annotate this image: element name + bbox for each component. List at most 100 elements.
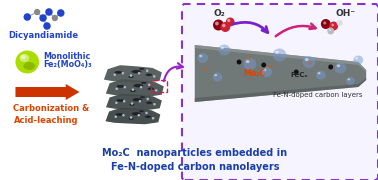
Circle shape	[332, 24, 334, 26]
Circle shape	[122, 72, 124, 75]
Text: Mo₂C  nanoparticles embedded in
Fe-N-doped carbon nanolayers: Mo₂C nanoparticles embedded in Fe-N-dope…	[102, 148, 287, 172]
Ellipse shape	[243, 58, 256, 70]
Ellipse shape	[346, 77, 355, 85]
Circle shape	[152, 117, 155, 120]
Ellipse shape	[218, 44, 230, 55]
Circle shape	[153, 75, 156, 78]
Polygon shape	[195, 45, 366, 72]
Ellipse shape	[146, 73, 152, 76]
Circle shape	[338, 21, 339, 23]
Circle shape	[327, 28, 334, 35]
FancyArrow shape	[15, 84, 79, 100]
Ellipse shape	[212, 73, 222, 82]
Circle shape	[115, 102, 118, 104]
Text: Fe-N-doped carbon layers: Fe-N-doped carbon layers	[273, 92, 362, 98]
Ellipse shape	[145, 116, 151, 118]
Text: OH⁻: OH⁻	[336, 9, 356, 18]
Circle shape	[140, 86, 143, 89]
Ellipse shape	[132, 70, 141, 73]
Ellipse shape	[263, 69, 266, 71]
Circle shape	[222, 24, 226, 27]
Circle shape	[131, 102, 133, 105]
Circle shape	[124, 86, 126, 89]
Ellipse shape	[197, 53, 208, 63]
Circle shape	[45, 8, 53, 16]
Ellipse shape	[129, 104, 135, 106]
Circle shape	[329, 21, 338, 30]
Text: Carbonization &
Acid-leaching: Carbonization & Acid-leaching	[14, 104, 90, 125]
Polygon shape	[106, 94, 162, 110]
Circle shape	[130, 116, 132, 119]
Circle shape	[138, 114, 140, 117]
Circle shape	[132, 88, 134, 91]
Ellipse shape	[214, 74, 217, 76]
Ellipse shape	[139, 68, 144, 70]
Text: Monolithic: Monolithic	[43, 51, 90, 60]
Circle shape	[213, 19, 224, 30]
Text: FeCₓ: FeCₓ	[291, 72, 308, 78]
Circle shape	[227, 19, 230, 22]
Ellipse shape	[246, 60, 249, 63]
Polygon shape	[195, 78, 366, 102]
Circle shape	[115, 87, 118, 90]
Ellipse shape	[347, 78, 350, 80]
Circle shape	[23, 13, 31, 21]
Ellipse shape	[140, 96, 145, 98]
Circle shape	[215, 22, 219, 25]
Circle shape	[146, 69, 149, 72]
Circle shape	[155, 89, 158, 92]
Polygon shape	[195, 45, 366, 102]
Ellipse shape	[275, 51, 279, 54]
Circle shape	[39, 14, 47, 22]
Ellipse shape	[115, 71, 122, 74]
Ellipse shape	[21, 55, 26, 59]
Circle shape	[57, 9, 65, 17]
Circle shape	[148, 84, 150, 86]
Text: Dicyandiamide: Dicyandiamide	[8, 31, 78, 40]
Ellipse shape	[19, 54, 29, 62]
Circle shape	[294, 69, 299, 75]
Ellipse shape	[273, 48, 287, 62]
Ellipse shape	[129, 118, 134, 120]
Circle shape	[321, 19, 331, 29]
Circle shape	[328, 64, 333, 69]
Circle shape	[146, 98, 149, 100]
Circle shape	[153, 103, 156, 105]
Circle shape	[337, 20, 342, 26]
Text: e⁻: e⁻	[307, 61, 314, 66]
Polygon shape	[105, 108, 160, 124]
Circle shape	[122, 114, 125, 117]
Ellipse shape	[199, 55, 202, 57]
Circle shape	[329, 29, 331, 31]
Circle shape	[323, 21, 326, 24]
Ellipse shape	[318, 72, 321, 74]
Circle shape	[43, 22, 51, 30]
Circle shape	[220, 22, 230, 32]
Text: e⁻: e⁻	[246, 56, 254, 61]
Ellipse shape	[337, 64, 340, 67]
Ellipse shape	[355, 57, 358, 59]
Text: e⁻: e⁻	[268, 64, 275, 69]
Ellipse shape	[132, 112, 141, 115]
FancyBboxPatch shape	[182, 4, 378, 180]
Polygon shape	[104, 65, 162, 83]
Text: e⁻: e⁻	[203, 67, 210, 72]
Text: Fe₂(MoO₄)₃: Fe₂(MoO₄)₃	[43, 60, 92, 69]
Ellipse shape	[116, 113, 123, 116]
Ellipse shape	[23, 62, 35, 70]
Text: O₂: O₂	[214, 9, 225, 18]
Ellipse shape	[316, 71, 326, 80]
Text: Mo₂C: Mo₂C	[243, 69, 265, 78]
Circle shape	[115, 115, 117, 118]
Circle shape	[139, 100, 141, 103]
Ellipse shape	[133, 84, 143, 87]
Ellipse shape	[305, 58, 309, 61]
Ellipse shape	[353, 55, 363, 64]
Ellipse shape	[147, 87, 154, 90]
Circle shape	[261, 62, 266, 68]
Ellipse shape	[130, 90, 136, 92]
Ellipse shape	[146, 102, 152, 104]
Ellipse shape	[15, 51, 39, 73]
Ellipse shape	[116, 85, 124, 88]
Circle shape	[123, 100, 125, 103]
